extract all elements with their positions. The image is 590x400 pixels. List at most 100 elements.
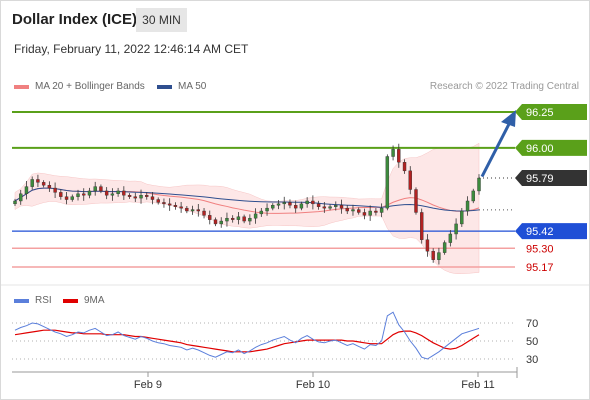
price-levels: 96.25 96.00 95.42 95.30 95.17: [12, 104, 587, 274]
candle-body: [442, 242, 447, 253]
candle-body: [299, 203, 304, 209]
candle-body: [139, 195, 143, 199]
level-label-96.00: 96.00: [526, 143, 554, 155]
legend-ma50-label: MA 50: [178, 81, 207, 92]
candle-body: [265, 207, 269, 212]
candle-body: [208, 215, 212, 220]
candle-body: [248, 217, 252, 222]
forecast-arrow: [480, 110, 516, 178]
candle-body: [173, 205, 178, 207]
candle-body: [167, 203, 172, 206]
candle-body: [196, 209, 201, 212]
candle-body: [156, 199, 160, 203]
candle-body: [242, 216, 246, 222]
rsi-tick-30: 30: [526, 354, 538, 366]
candle-body: [259, 210, 264, 215]
legend-ma50: MA 50: [157, 81, 206, 92]
candle-body: [82, 193, 86, 196]
candle-body: [36, 179, 40, 183]
candle-body: [339, 205, 344, 209]
candle-body: [368, 210, 372, 216]
level-tag-96.00: [515, 139, 587, 156]
candle-body: [471, 190, 475, 202]
candle-body: [236, 216, 241, 220]
candle-body: [190, 209, 195, 212]
copyright-text: Research © 2022 Trading Central: [429, 81, 579, 92]
candle-body: [253, 213, 258, 219]
candle-body: [448, 233, 453, 243]
candle-body: [276, 203, 281, 206]
candle-body: [104, 190, 109, 196]
candle-body: [465, 200, 470, 212]
candle-body: [70, 196, 74, 200]
rsi-tick-70: 70: [526, 318, 538, 330]
candle-body: [110, 193, 115, 196]
candle-body: [460, 210, 464, 225]
rsi-panel: 70 50 30: [12, 311, 538, 366]
candle-body: [385, 156, 390, 209]
candle-body: [179, 206, 183, 209]
candle-body: [351, 209, 355, 212]
level-tag-95.42: [515, 223, 587, 240]
level-label-95.42: 95.42: [526, 226, 554, 238]
forecast-arrow-head: [501, 110, 516, 128]
candle-body: [64, 196, 69, 200]
ma50-line: [14, 187, 480, 212]
candlesticks: [13, 143, 481, 265]
candle-body: [288, 202, 292, 206]
timeframe-badge[interactable]: 30 MIN: [136, 8, 187, 32]
candle-body: [185, 207, 189, 212]
candle-body: [202, 210, 206, 216]
current-price-tag: [515, 170, 587, 187]
candle-body: [334, 205, 338, 207]
candle-body: [477, 177, 481, 192]
candle-body: [437, 252, 441, 260]
candle-body: [225, 217, 229, 222]
legend-rsi-ma-label: 9MA: [84, 295, 105, 306]
datetime-label: Friday, February 11, 2022 12:46:14 AM CE…: [14, 42, 249, 56]
chart-title: Dollar Index (ICE): [12, 11, 138, 28]
legend-rsi: RSI: [14, 295, 52, 306]
candle-body: [93, 186, 97, 192]
current-price: 95.79: [479, 170, 587, 211]
candle-body: [24, 186, 29, 195]
candle-body: [316, 203, 321, 207]
bollinger-band-area: [14, 142, 480, 274]
candle-body: [162, 202, 166, 205]
legend-ma50-swatch: [157, 84, 172, 89]
candle-body: [271, 205, 275, 209]
x-label-0: Feb 9: [134, 379, 162, 391]
level-label-95.30: 95.30: [526, 243, 554, 255]
candle-body: [328, 206, 332, 209]
candle-body: [133, 196, 137, 199]
candle-body: [230, 217, 235, 220]
rsi-tick-50: 50: [526, 336, 538, 348]
candle-body: [402, 162, 407, 172]
candle-body: [345, 207, 349, 212]
candle-body: [30, 179, 34, 187]
candle-body: [311, 200, 315, 205]
legend-rsi-ma-swatch: [63, 298, 78, 303]
candle-body: [293, 205, 298, 209]
candle-body: [99, 186, 103, 192]
candle-body: [122, 190, 126, 196]
level-label-95.17: 95.17: [526, 262, 554, 274]
candle-body: [374, 210, 378, 213]
candle-body: [13, 200, 17, 205]
candle-body: [425, 239, 430, 252]
legend-ma20: MA 20 + Bollinger Bands: [14, 81, 145, 92]
legend-rsi-ma: 9MA: [63, 295, 105, 306]
candle-body: [362, 212, 367, 216]
candle-body: [379, 207, 384, 213]
candle-body: [397, 149, 401, 163]
candle-body: [414, 189, 418, 213]
candle-body: [408, 170, 412, 190]
candle-body: [305, 200, 309, 205]
candle-body: [219, 220, 223, 225]
candle-body: [53, 187, 57, 193]
candle-body: [127, 195, 132, 197]
candle-body: [391, 149, 395, 157]
candle-body: [420, 212, 424, 240]
